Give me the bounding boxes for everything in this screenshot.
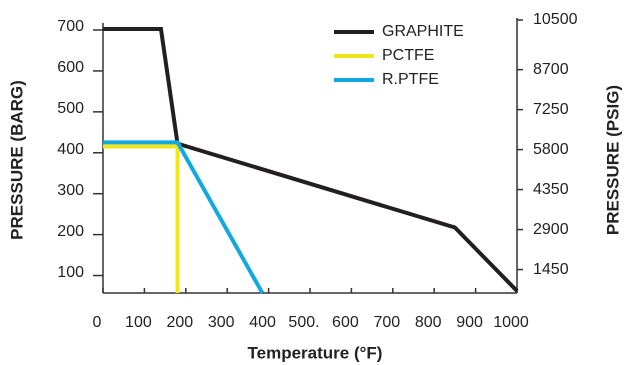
series-line [103, 27, 519, 293]
y-tick-label: 500 [57, 100, 84, 117]
series-line [103, 140, 265, 294]
y-tick-label: 600 [57, 59, 84, 76]
x-tick-label: 0 [93, 314, 102, 331]
x-tick-label: 800 [415, 314, 442, 331]
y2-tick-label: 10500 [533, 11, 578, 28]
x-tick-label: 400 [249, 314, 276, 331]
y2-axis-title: PRESSURE (PSIG) [603, 85, 622, 235]
y-tick-label: 400 [57, 141, 84, 158]
x-tick-label: 500. [288, 314, 319, 331]
y2-tick-label: 1450 [533, 261, 569, 278]
legend-label: PCTFE [382, 47, 434, 64]
y2-tick-label: 2900 [533, 221, 569, 238]
y-tick-label: 700 [57, 18, 84, 35]
x-tick-label: 200 [166, 314, 193, 331]
y-tick-label: 300 [57, 182, 84, 199]
x-tick-label: 700 [373, 314, 400, 331]
legend-label: R.PTFE [382, 71, 439, 88]
y2-tick-label: 5800 [533, 141, 569, 158]
y2-tick-label: 7250 [533, 101, 569, 118]
x-tick-label: 100 [125, 314, 152, 331]
x-tick-label: 300 [208, 314, 235, 331]
x-tick-label: 1000 [493, 314, 529, 331]
y-tick-label: 100 [57, 264, 84, 281]
series-line [103, 144, 180, 293]
x-tick-label: 600 [332, 314, 359, 331]
y2-tick-label: 4350 [533, 181, 569, 198]
y-tick-label: 200 [57, 223, 84, 240]
y-axis-title: PRESSURE (BARG) [7, 80, 26, 240]
y2-tick-label: 8700 [533, 61, 569, 78]
legend-label: GRAPHITE [382, 23, 464, 40]
x-axis-title: Temperature (°F) [248, 343, 383, 362]
x-tick-label: 900 [456, 314, 483, 331]
